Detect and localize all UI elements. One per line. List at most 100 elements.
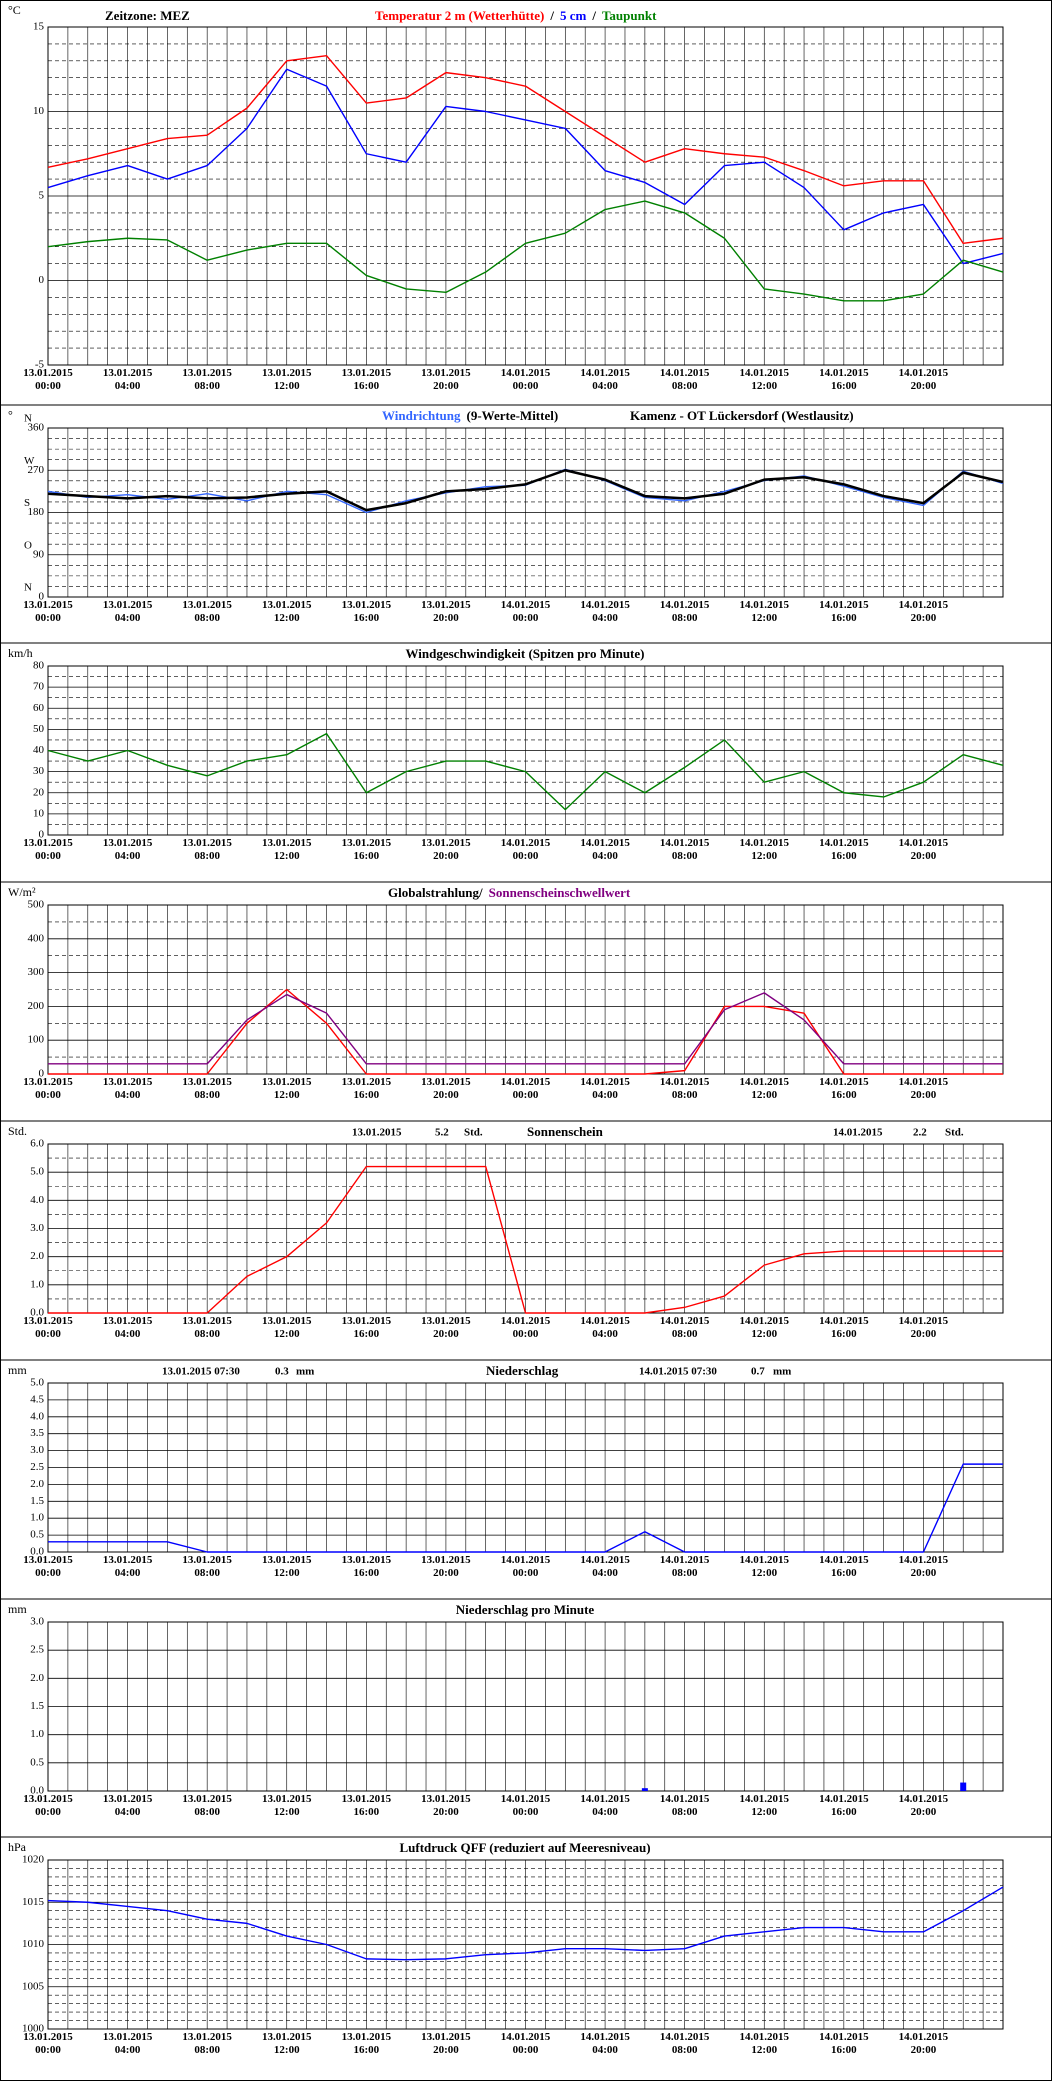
- x-tick-label: 14.01.2015 12:00: [739, 1554, 790, 1579]
- y-tick-label: 1020: [22, 1854, 45, 1866]
- direction-label: N: [24, 582, 32, 594]
- direction-label: W: [24, 455, 35, 467]
- x-tick-label-box: 14.01.2015 16:00: [819, 599, 869, 624]
- x-tick-label-box: 13.01.2015 16:00: [341, 1315, 392, 1340]
- x-tick-label-box: 14.01.2015 16:00: [819, 367, 869, 392]
- x-tick-label: 14.01.2015 12:00: [739, 1076, 790, 1101]
- y-tick-label: 0: [39, 274, 45, 286]
- x-tick-label: 14.01.2015 12:00: [739, 367, 790, 392]
- x-tick-label-box: 13.01.2015 08:00: [182, 837, 232, 862]
- x-tick-label: 14.01.2015 04:00: [580, 1315, 630, 1340]
- legend-separator: /: [549, 8, 554, 23]
- series-line: [47, 68, 1004, 265]
- x-tick-label-box: 14.01.2015 04:00: [580, 837, 630, 862]
- legend-entry: (9-Werte-Mittel): [467, 408, 559, 423]
- x-tick-label: 14.01.2015 00:00: [500, 367, 551, 392]
- bar: [641, 1788, 648, 1791]
- x-tick-label: 13.01.2015 16:00: [341, 599, 392, 624]
- x-tick-label: 13.01.2015 08:00: [182, 599, 232, 624]
- x-tick-label-box: 13.01.2015 20:00: [421, 1315, 471, 1340]
- x-tick-label-box: 14.01.2015 08:00: [660, 1793, 710, 1818]
- x-tick-label: 14.01.2015 20:00: [898, 2031, 949, 2056]
- x-tick-label-box: 14.01.2015 16:00: [819, 2031, 869, 2056]
- chart-title: Windgeschwindigkeit (Spitzen pro Minute): [406, 646, 645, 661]
- x-tick-label-box: 14.01.2015 12:00: [740, 1793, 790, 1818]
- y-tick-label: 1000: [22, 2023, 45, 2035]
- unit-label: mm: [8, 1602, 27, 1616]
- x-tick-label: 13.01.2015 08:00: [182, 2031, 232, 2056]
- x-tick-label-box: 13.01.2015 00:00: [23, 1315, 73, 1340]
- x-tick-label-box: 13.01.2015 08:00: [182, 599, 232, 624]
- x-tick-label: 13.01.2015 16:00: [341, 1315, 392, 1340]
- x-tick-label-box: 14.01.2015 08:00: [660, 2031, 710, 2056]
- x-tick-label: 13.01.2015 12:00: [262, 1315, 312, 1340]
- y-tick-label: 30: [33, 765, 45, 777]
- annotation-unit: mm: [296, 1366, 314, 1378]
- x-tick-label: 13.01.2015 08:00: [182, 1554, 232, 1579]
- y-tick-label: 80: [33, 660, 45, 672]
- x-tick-label-box: 13.01.2015 00:00: [23, 599, 73, 624]
- legend: Temperatur 2 m (Wetterhütte) / 5 cm / Taupun…: [375, 8, 657, 23]
- x-tick-label: 13.01.2015 16:00: [341, 837, 392, 862]
- x-tick-label: 14.01.2015 00:00: [500, 1554, 551, 1579]
- x-tick-label: 13.01.2015 12:00: [262, 2031, 312, 2056]
- y-tick-label: 200: [28, 1000, 45, 1012]
- x-tick-label-box: 14.01.2015 08:00: [660, 837, 710, 862]
- x-tick-label-box: 13.01.2015 04:00: [103, 837, 153, 862]
- x-tick-label: 14.01.2015 20:00: [898, 837, 949, 862]
- x-tick-label-box: 14.01.2015 00:00: [500, 1554, 551, 1579]
- x-tick-label: 13.01.2015 12:00: [262, 1793, 312, 1818]
- unit-label: km/h: [8, 646, 33, 660]
- x-tick-label-box: 14.01.2015 16:00: [819, 1315, 869, 1340]
- x-tick-label: 13.01.2015 00:00: [23, 1076, 73, 1101]
- x-tick-label-box: 13.01.2015 20:00: [421, 1554, 471, 1579]
- x-tick-label: 14.01.2015 00:00: [500, 1076, 551, 1101]
- x-tick-label: 14.01.2015 08:00: [659, 1315, 710, 1340]
- x-tick-label: 14.01.2015 08:00: [659, 599, 710, 624]
- legend-entry: Globalstrahlung/: [388, 885, 483, 900]
- y-tick-label: 5.0: [30, 1166, 44, 1178]
- x-tick-label: 14.01.2015 12:00: [739, 2031, 790, 2056]
- x-tick-label-box: 14.01.2015 16:00: [819, 1554, 869, 1579]
- x-tick-label: 13.01.2015 12:00: [262, 367, 312, 392]
- x-tick-label-box: 13.01.2015 00:00: [23, 367, 73, 392]
- x-tick-label: 14.01.2015 04:00: [580, 837, 630, 862]
- chart-title: Niederschlag pro Minute: [456, 1602, 595, 1617]
- annotation-date: 13.01.2015: [352, 1127, 402, 1139]
- station: Kamenz - OT Lückersdorf (Westlausitz): [630, 408, 854, 423]
- x-tick-label: 14.01.2015 00:00: [500, 2031, 551, 2056]
- x-tick-label: 13.01.2015 08:00: [182, 1793, 232, 1818]
- x-tick-label: 14.01.2015 04:00: [580, 1554, 630, 1579]
- x-tick-label: 14.01.2015 20:00: [898, 367, 949, 392]
- x-tick-label: 14.01.2015 16:00: [819, 599, 869, 624]
- x-tick-label: 14.01.2015 20:00: [898, 1076, 949, 1101]
- y-tick-label: 0.0: [30, 1785, 44, 1797]
- x-tick-label: 13.01.2015 00:00: [23, 1315, 73, 1340]
- x-tick-label-box: 13.01.2015 00:00: [23, 1076, 73, 1101]
- x-tick-label: 14.01.2015 16:00: [819, 1793, 869, 1818]
- legend-entry: Taupunkt: [602, 8, 657, 23]
- x-tick-label-box: 13.01.2015 08:00: [182, 2031, 232, 2056]
- y-tick-label: 300: [28, 966, 45, 978]
- x-tick-label-box: 13.01.2015 08:00: [182, 1554, 232, 1579]
- x-tick-label-box: 13.01.2015 00:00: [23, 2031, 73, 2056]
- x-tick-label-box: 13.01.2015 08:00: [182, 367, 232, 392]
- x-tick-label: 13.01.2015 16:00: [341, 1554, 392, 1579]
- x-tick-label: 13.01.2015 16:00: [341, 1076, 392, 1101]
- y-tick-label: 20: [33, 786, 45, 798]
- series-line: [47, 469, 1004, 512]
- x-tick-label: 13.01.2015 00:00: [23, 837, 73, 862]
- x-tick-label-box: 13.01.2015 04:00: [103, 599, 153, 624]
- x-tick-label: 13.01.2015 04:00: [102, 367, 153, 392]
- series-line: [48, 988, 1003, 1075]
- bar: [960, 1782, 967, 1791]
- x-tick-label: 13.01.2015 08:00: [182, 1315, 232, 1340]
- series-line: [48, 1165, 1003, 1314]
- x-tick-label: 13.01.2015 08:00: [182, 367, 232, 392]
- x-tick-label-box: 13.01.2015 20:00: [421, 837, 471, 862]
- x-tick-label: 14.01.2015 00:00: [500, 599, 551, 624]
- x-tick-label: 14.01.2015 16:00: [819, 1315, 869, 1340]
- unit-label: °: [8, 408, 13, 422]
- y-tick-label: 60: [33, 702, 45, 714]
